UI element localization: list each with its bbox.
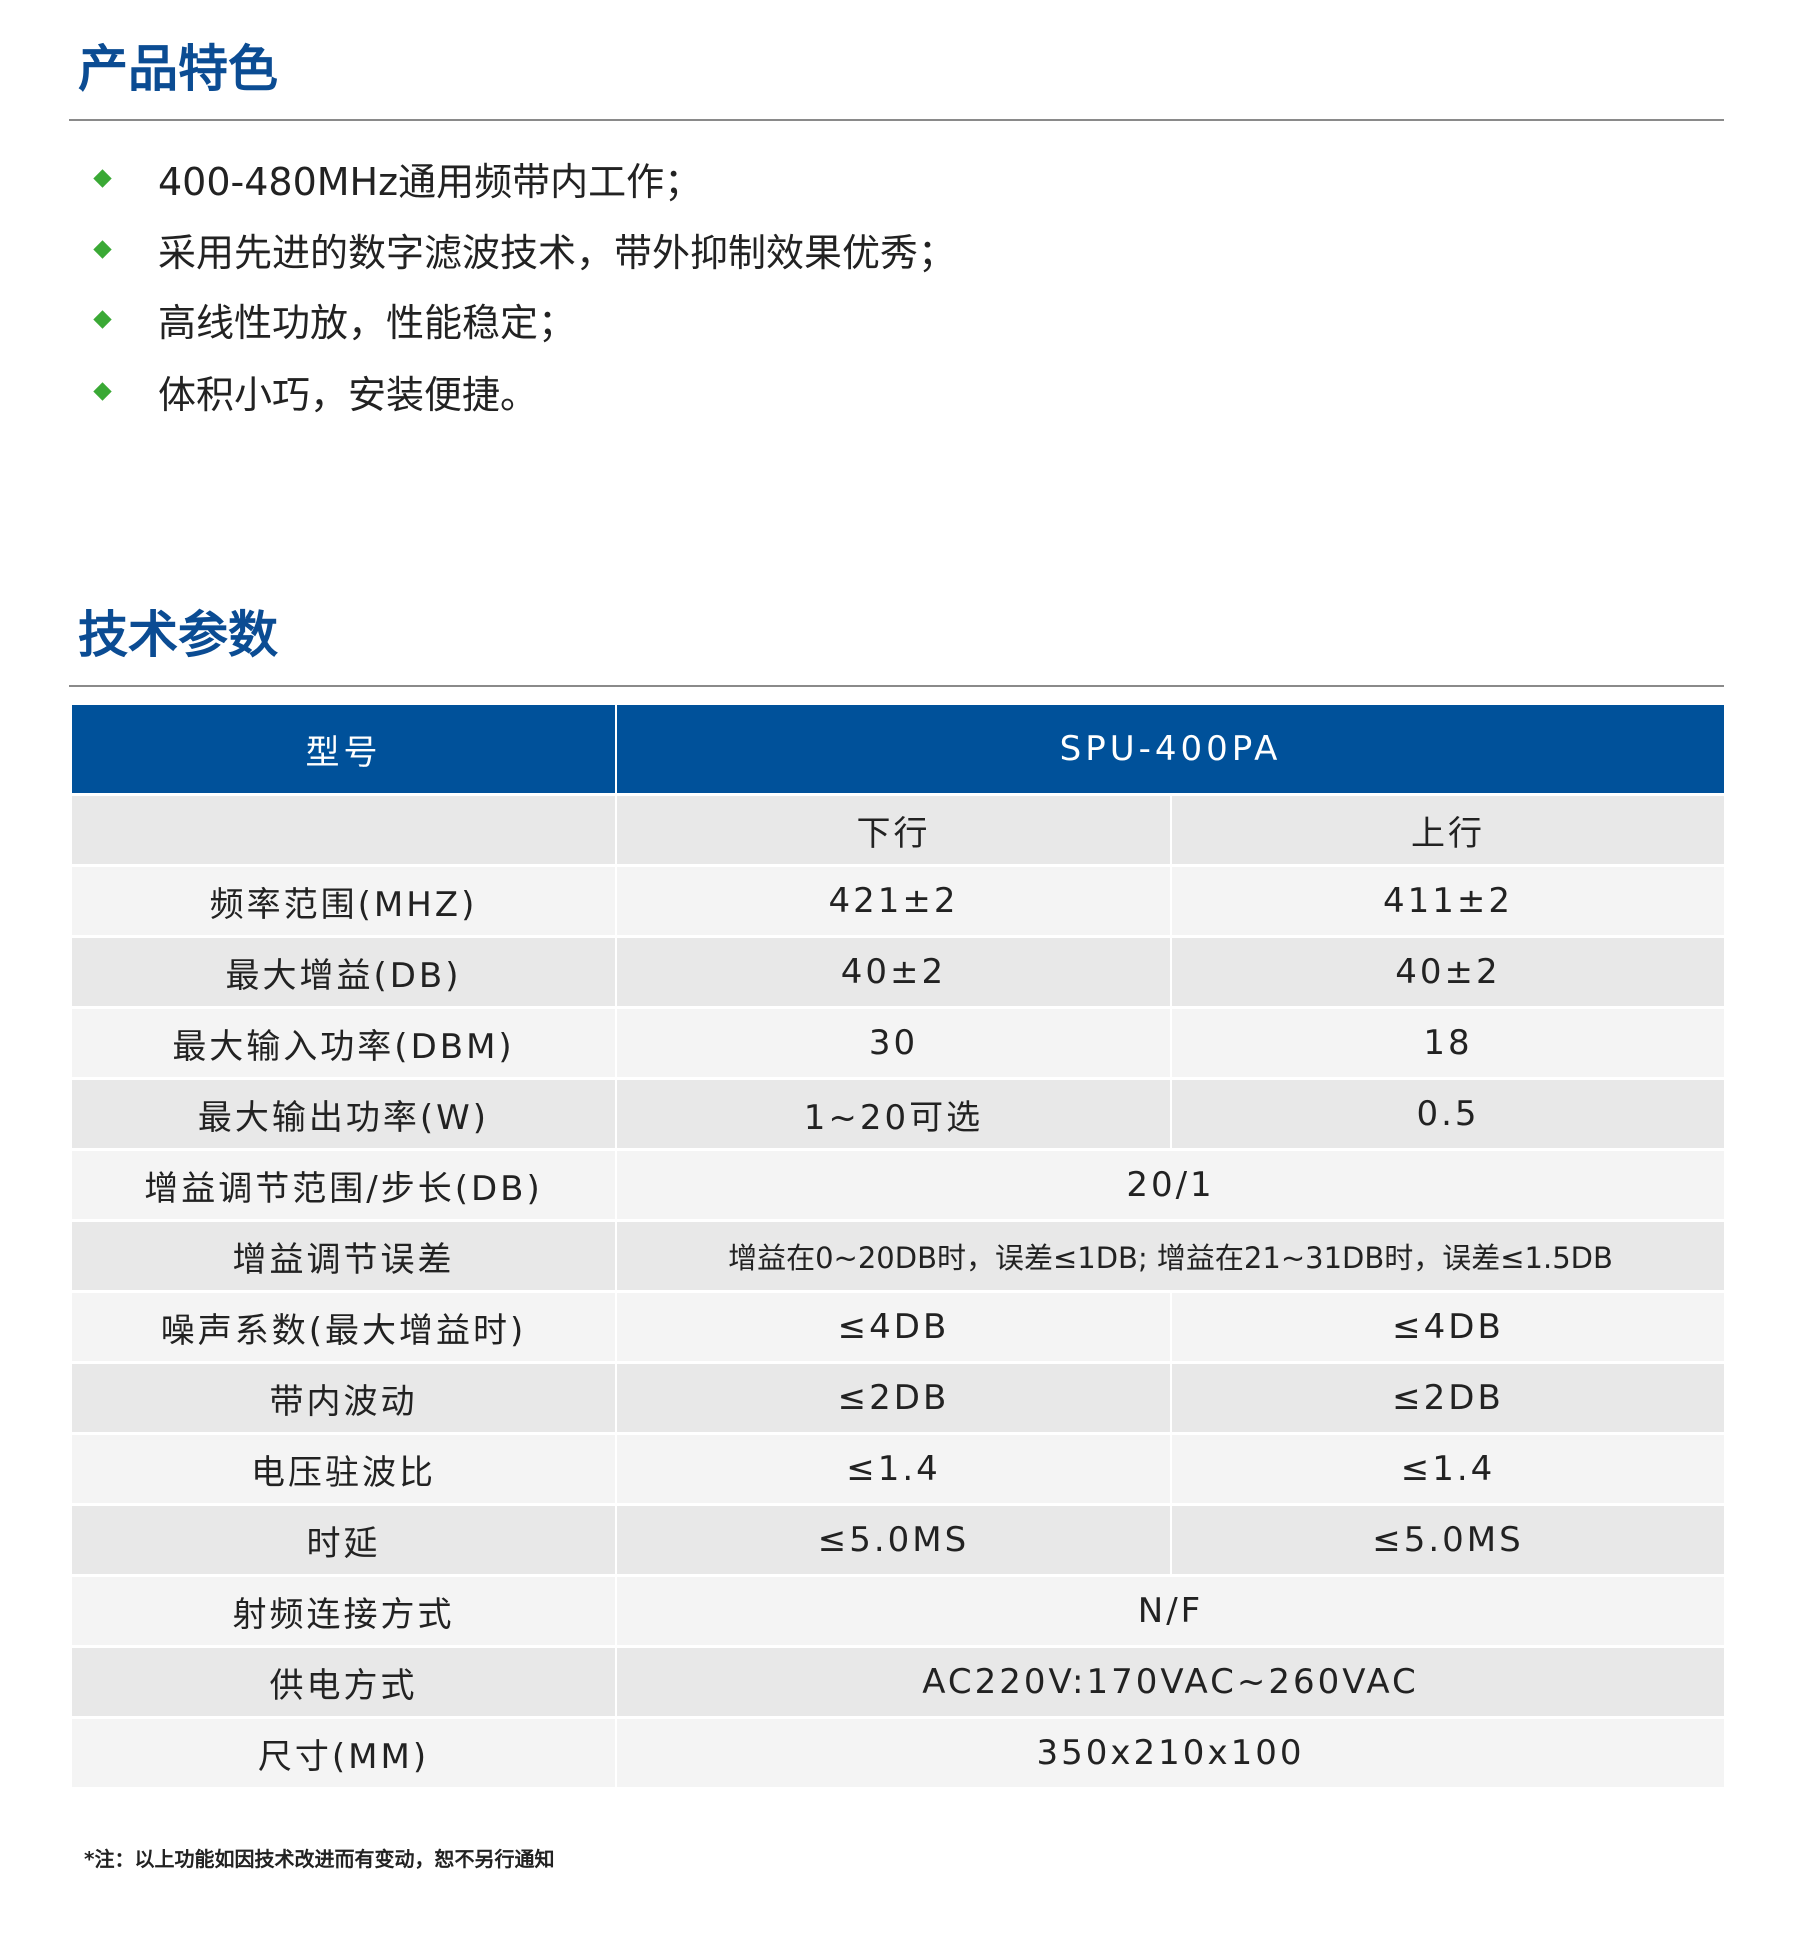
footnote: *注：以上功能如因技术改进而有变动，恕不另行通知 <box>84 1847 555 1871</box>
row-up-value: ≤2DB <box>1170 1364 1724 1435</box>
diamond-bullet-icon <box>93 309 112 329</box>
table-row: 尺寸(MM) 350x210x100 <box>72 1719 1724 1790</box>
table-row: 供电方式 AC220V:170VAC~260VAC <box>72 1648 1724 1719</box>
row-up-value: ≤5.0MS <box>1170 1506 1724 1577</box>
table-row: 时延 ≤5.0MS ≤5.0MS <box>72 1506 1724 1577</box>
row-down-value: ≤5.0MS <box>615 1506 1170 1577</box>
subheader-down: 下行 <box>615 796 1170 867</box>
table-header-row: 型号 SPU-400PA <box>72 705 1724 796</box>
specs-divider <box>69 685 1724 687</box>
row-label: 供电方式 <box>72 1648 615 1719</box>
header-label: 型号 <box>72 705 615 796</box>
row-up-value: ≤1.4 <box>1170 1435 1724 1506</box>
row-down-value: ≤4DB <box>615 1293 1170 1364</box>
table-row: 增益调节范围/步长(DB) 20/1 <box>72 1151 1724 1222</box>
diamond-bullet-icon <box>93 239 112 259</box>
subheader-blank <box>72 796 615 867</box>
row-label: 时延 <box>72 1506 615 1577</box>
row-value: 增益在0~20DB时，误差≤1DB; 增益在21~31DB时，误差≤1.5DB <box>615 1222 1724 1293</box>
row-label: 增益调节范围/步长(DB) <box>72 1151 615 1222</box>
row-down-value: 40±2 <box>615 938 1170 1009</box>
table-row: 最大增益(DB) 40±2 40±2 <box>72 938 1724 1009</box>
row-label: 带内波动 <box>72 1364 615 1435</box>
row-label: 最大增益(DB) <box>72 938 615 1009</box>
row-value: 20/1 <box>615 1151 1724 1222</box>
row-down-value: ≤1.4 <box>615 1435 1170 1506</box>
feature-item: 高线性功放，性能稳定； <box>93 294 576 345</box>
table-subheader-row: 下行 上行 <box>72 796 1724 867</box>
table-row: 增益调节误差 增益在0~20DB时，误差≤1DB; 增益在21~31DB时，误差≤… <box>72 1222 1724 1293</box>
feature-item: 体积小巧，安装便捷。 <box>93 366 538 417</box>
feature-item: 400-480MHz通用频带内工作； <box>93 153 702 204</box>
row-value: N/F <box>615 1577 1724 1648</box>
row-label: 射频连接方式 <box>72 1577 615 1648</box>
row-up-value: 40±2 <box>1170 938 1724 1009</box>
diamond-bullet-icon <box>93 381 112 401</box>
table-row: 带内波动 ≤2DB ≤2DB <box>72 1364 1724 1435</box>
features-title: 产品特色 <box>78 40 278 98</box>
specs-table: 型号 SPU-400PA 下行 上行 频率范围(MHZ) 421±2 411±2 最大… <box>72 705 1724 1790</box>
features-divider <box>69 119 1724 121</box>
diamond-bullet-icon <box>93 168 112 188</box>
row-value: 350x210x100 <box>615 1719 1724 1790</box>
table-row: 射频连接方式 N/F <box>72 1577 1724 1648</box>
row-up-value: 18 <box>1170 1009 1724 1080</box>
row-down-value: 30 <box>615 1009 1170 1080</box>
row-value: AC220V:170VAC~260VAC <box>615 1648 1724 1719</box>
table-row: 电压驻波比 ≤1.4 ≤1.4 <box>72 1435 1724 1506</box>
row-label: 最大输入功率(DBM) <box>72 1009 615 1080</box>
row-label: 噪声系数(最大增益时) <box>72 1293 615 1364</box>
subheader-up: 上行 <box>1170 796 1724 867</box>
row-down-value: 421±2 <box>615 867 1170 938</box>
feature-item: 采用先进的数字滤波技术，带外抑制效果优秀； <box>93 224 956 275</box>
table-row: 最大输入功率(DBM) 30 18 <box>72 1009 1724 1080</box>
row-up-value: 0.5 <box>1170 1080 1724 1151</box>
row-label: 增益调节误差 <box>72 1222 615 1293</box>
row-label: 频率范围(MHZ) <box>72 867 615 938</box>
row-down-value: 1~20可选 <box>615 1080 1170 1151</box>
table-row: 频率范围(MHZ) 421±2 411±2 <box>72 867 1724 938</box>
table-row: 最大输出功率(W) 1~20可选 0.5 <box>72 1080 1724 1151</box>
specs-title: 技术参数 <box>78 606 278 664</box>
table-row: 噪声系数(最大增益时) ≤4DB ≤4DB <box>72 1293 1724 1364</box>
row-label: 电压驻波比 <box>72 1435 615 1506</box>
row-up-value: 411±2 <box>1170 867 1724 938</box>
row-label: 尺寸(MM) <box>72 1719 615 1790</box>
row-down-value: ≤2DB <box>615 1364 1170 1435</box>
row-label: 最大输出功率(W) <box>72 1080 615 1151</box>
row-up-value: ≤4DB <box>1170 1293 1724 1364</box>
header-model: SPU-400PA <box>615 705 1724 796</box>
